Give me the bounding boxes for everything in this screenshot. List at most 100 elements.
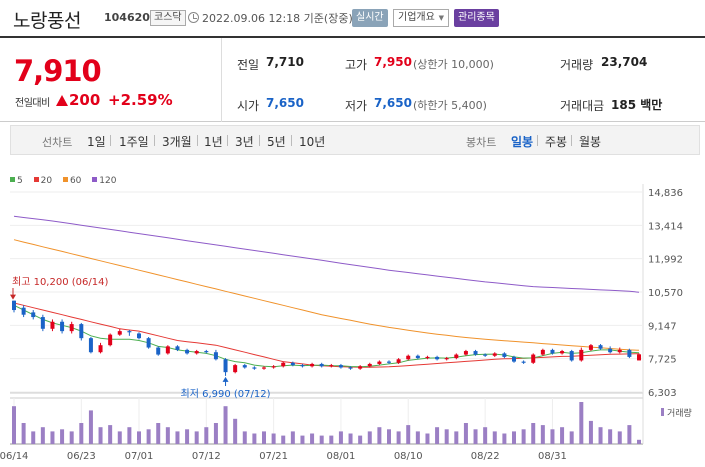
- volume-bar: [531, 423, 536, 444]
- lower-limit: (하한가 5,400): [413, 99, 487, 112]
- candle-body: [204, 351, 209, 353]
- period-1d[interactable]: 1일: [87, 135, 106, 149]
- legend-ma120: 120: [99, 176, 117, 186]
- volume-bar: [69, 431, 74, 444]
- volume-bar: [60, 429, 65, 444]
- candle-body: [108, 334, 113, 346]
- volume-bar: [415, 431, 420, 444]
- candle-body: [329, 365, 334, 367]
- candle-body: [608, 348, 613, 353]
- market-badge: 코스닥: [150, 10, 186, 26]
- candle-weekly[interactable]: 주봉: [545, 135, 568, 149]
- company-overview-dropdown[interactable]: 기업개요 ▼: [393, 9, 449, 27]
- ma20-line: [13, 302, 640, 368]
- separator: [110, 135, 111, 146]
- volume-bar: [396, 431, 401, 444]
- volume-bar: [454, 431, 459, 444]
- volume-bar: [40, 427, 45, 444]
- volume-bar: [98, 427, 103, 444]
- volume-bar: [512, 431, 516, 444]
- volume-bar: [608, 429, 613, 444]
- company-overview-label: 기업개요: [398, 12, 435, 23]
- volume-bar: [348, 433, 353, 444]
- candle-body: [358, 366, 363, 369]
- separator: [259, 135, 260, 146]
- y-tick-label: 14,836: [648, 188, 683, 199]
- candle-body: [117, 331, 122, 335]
- legend-ma60: 60: [69, 176, 82, 186]
- candle-body: [550, 349, 555, 354]
- candle-body: [213, 352, 218, 360]
- candle-body: [319, 363, 324, 367]
- candle-chart-label[interactable]: 봉차트: [466, 136, 497, 149]
- period-5y[interactable]: 5년: [267, 135, 286, 149]
- volume-bar: [569, 431, 574, 444]
- candle-daily[interactable]: 일봉: [511, 135, 534, 149]
- open-value: 7,650: [266, 96, 304, 110]
- volume-bar: [463, 423, 468, 444]
- period-10y[interactable]: 10년: [299, 135, 326, 149]
- separator: [197, 135, 198, 146]
- volume-bar: [117, 431, 122, 444]
- candle-body: [79, 324, 84, 339]
- stock-code: 104620: [104, 11, 150, 24]
- period-1y[interactable]: 1년: [204, 135, 223, 149]
- candle-monthly[interactable]: 월봉: [579, 135, 602, 149]
- min-arrow-icon: [222, 376, 229, 382]
- ma60-line: [13, 239, 640, 351]
- volume-legend-label: 거래량: [667, 407, 692, 419]
- summary-divider: [221, 38, 222, 122]
- volume-bar: [406, 425, 411, 444]
- volume-bar: [156, 423, 161, 444]
- volume-bar: [502, 433, 507, 444]
- max-price-annotation: 최고 10,200 (06/14): [12, 276, 108, 288]
- candle-body: [512, 356, 516, 362]
- volume-bar: [358, 435, 363, 444]
- period-3y[interactable]: 3년: [235, 135, 254, 149]
- line-chart-label[interactable]: 선차트: [42, 136, 73, 149]
- candle-body: [531, 354, 536, 363]
- volume-bar: [233, 418, 238, 444]
- volume-bar: [108, 425, 113, 444]
- volume-bar: [175, 431, 180, 444]
- x-tick-label: 08/31: [538, 451, 567, 462]
- volume-bar: [435, 427, 440, 444]
- trade-amount-label: 거래대금: [560, 99, 605, 113]
- candle-body: [579, 349, 584, 361]
- volume-bar: [329, 435, 334, 444]
- volume-bar: [213, 423, 218, 444]
- y-tick-label: 9,147: [648, 321, 677, 332]
- candle-body: [560, 351, 565, 354]
- candle-body: [98, 345, 103, 353]
- volume-bar: [579, 402, 584, 444]
- volume-bar: [50, 431, 55, 444]
- realtime-button[interactable]: 실시간: [352, 9, 388, 27]
- ma-legend: 5 20 60 120: [10, 176, 124, 186]
- up-arrow-icon: [56, 95, 68, 106]
- managed-stock-button[interactable]: 관리종목: [454, 9, 499, 27]
- volume-bar: [12, 406, 16, 444]
- volume-bar: [262, 431, 266, 444]
- candle-body: [627, 349, 632, 357]
- volume-bar: [146, 429, 151, 444]
- y-tick-label: 11,992: [648, 255, 683, 266]
- candle-body: [454, 354, 459, 359]
- trade-amount-value: 185 백만: [611, 98, 663, 112]
- candle-body: [60, 321, 65, 332]
- period-1w[interactable]: 1주일: [119, 135, 149, 149]
- candle-body: [473, 351, 478, 355]
- separator: [154, 135, 155, 146]
- volume-bar: [300, 435, 305, 444]
- candle-body: [588, 345, 593, 350]
- period-3m[interactable]: 3개월: [162, 135, 192, 149]
- candle-body: [435, 356, 440, 360]
- x-tick-label: 08/01: [327, 451, 356, 462]
- ma120-swatch: [92, 177, 98, 182]
- current-price: 7,910: [14, 54, 102, 88]
- candle-body: [290, 362, 295, 366]
- candle-body: [262, 367, 266, 369]
- candle-body: [338, 365, 343, 368]
- legend-ma5: 5: [17, 176, 23, 186]
- volume-bar: [377, 427, 382, 444]
- volume-bar: [637, 439, 641, 444]
